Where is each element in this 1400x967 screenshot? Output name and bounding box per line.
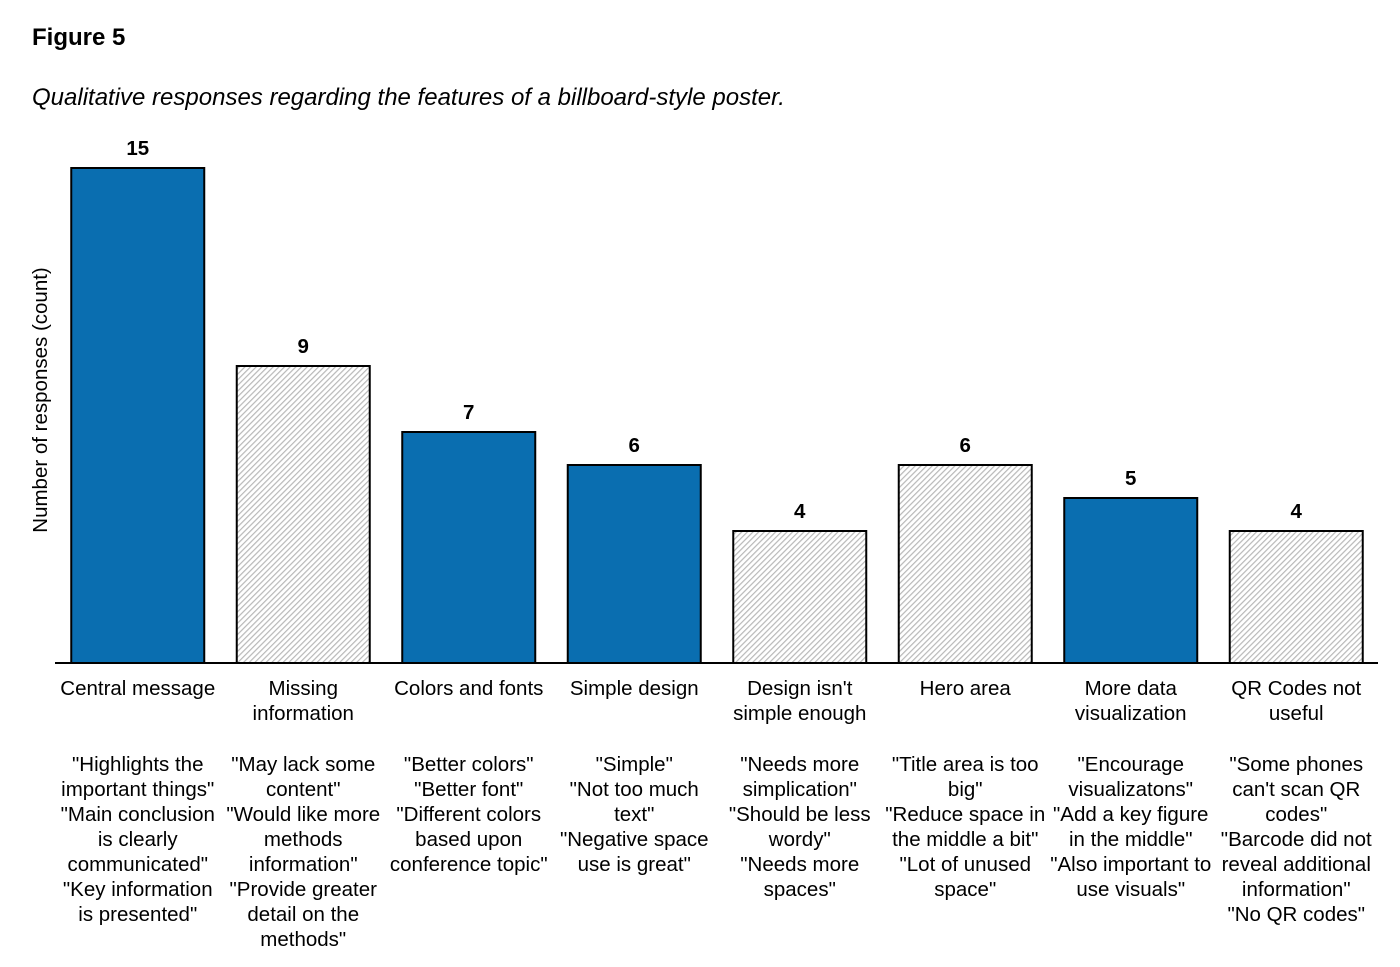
bar	[1228, 530, 1364, 664]
category-label: More data visualization	[1074, 677, 1187, 725]
data-label: 6	[629, 434, 640, 457]
bar	[235, 365, 371, 664]
data-label: 5	[1125, 467, 1136, 490]
y-axis-label: Number of responses (count)	[29, 267, 52, 532]
data-label: 7	[463, 401, 474, 424]
category-label: Missing information	[252, 677, 354, 725]
response-quotes: "Highlights the important things" "Main …	[60, 753, 215, 926]
category-label: Hero area	[919, 677, 1011, 700]
category-label: Central message	[60, 677, 216, 700]
data-label: 4	[794, 500, 806, 523]
response-quotes: "Better colors" "Better font" "Different…	[389, 753, 548, 876]
data-label: 4	[1291, 500, 1303, 523]
bar	[401, 431, 537, 664]
figure-label: Figure 5	[32, 24, 126, 51]
response-quotes: "Title area is too big" "Reduce space in…	[885, 753, 1046, 901]
response-quotes: "Encourage visualizatons" "Add a key fig…	[1050, 753, 1212, 901]
data-label: 9	[298, 335, 309, 358]
bar	[897, 464, 1033, 664]
figure-caption: Qualitative responses regarding the feat…	[32, 84, 785, 111]
category-label: Colors and fonts	[394, 677, 544, 700]
response-quotes: "Some phones can't scan QR codes" "Barco…	[1220, 753, 1372, 926]
category-label: QR Codes not useful	[1231, 677, 1362, 725]
category-label: Design isn't simple enough	[733, 677, 867, 725]
data-label: 6	[960, 434, 971, 457]
response-quotes: "May lack some content" "Would like more…	[226, 753, 381, 951]
bar	[70, 167, 206, 664]
response-quotes: "Needs more simplication" "Should be les…	[728, 753, 871, 901]
bar	[732, 530, 868, 664]
bar	[566, 464, 702, 664]
category-label: Simple design	[569, 677, 699, 700]
bar	[1063, 497, 1199, 664]
response-quotes: "Simple" "Not too much text" "Negative s…	[559, 753, 709, 876]
data-label: 15	[126, 137, 149, 160]
